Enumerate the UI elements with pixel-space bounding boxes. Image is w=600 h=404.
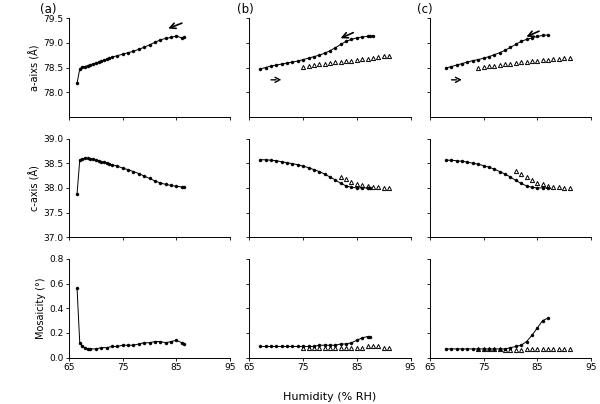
Text: (c): (c) bbox=[417, 3, 433, 16]
Text: (b): (b) bbox=[236, 3, 253, 16]
Text: (a): (a) bbox=[40, 3, 56, 16]
Y-axis label: c-axis (Å): c-axis (Å) bbox=[29, 165, 41, 211]
Y-axis label: Mosaicity (°): Mosaicity (°) bbox=[36, 278, 46, 339]
Y-axis label: a-aixs (Å): a-aixs (Å) bbox=[29, 44, 41, 91]
Text: Humidity (% RH): Humidity (% RH) bbox=[283, 392, 377, 402]
